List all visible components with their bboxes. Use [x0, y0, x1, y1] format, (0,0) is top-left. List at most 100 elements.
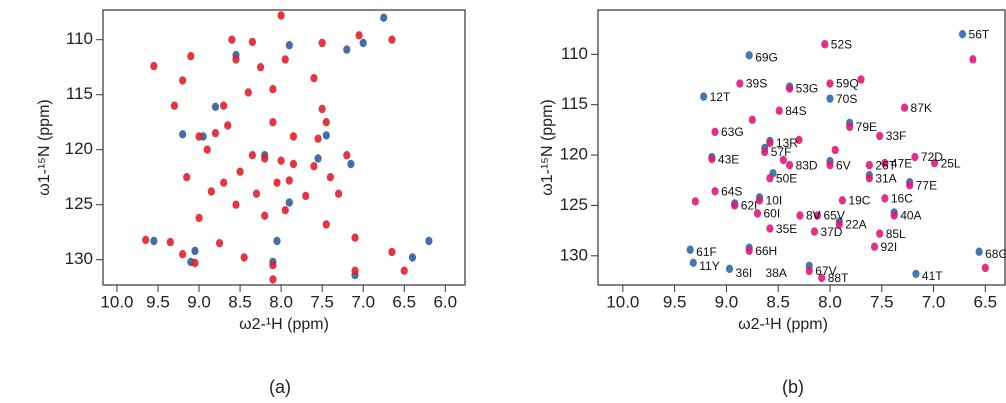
peak-label: 13R: [776, 136, 798, 150]
peak: [731, 201, 739, 210]
peak-label: 38A: [766, 266, 787, 280]
y-tick-label: 130: [560, 245, 588, 264]
peak-label: 69G: [755, 51, 778, 65]
peak: [269, 85, 277, 94]
peak: [240, 253, 248, 262]
peak: [343, 45, 351, 54]
peak: [900, 103, 909, 112]
peak-label: 61F: [696, 245, 717, 259]
peak: [314, 154, 322, 163]
peak: [761, 147, 769, 157]
peak: [248, 37, 256, 47]
peak: [351, 233, 359, 242]
peak: [285, 176, 293, 185]
peak-label: 16C: [891, 192, 913, 206]
peak: [813, 211, 822, 220]
caption: (a): [269, 377, 291, 397]
peak: [753, 209, 762, 218]
peak: [302, 191, 310, 201]
peak-label: 85L: [886, 227, 906, 241]
peak: [689, 258, 697, 268]
peak-label: 56T: [969, 27, 990, 41]
peak: [289, 159, 298, 169]
x-tick-label: 9.0: [715, 292, 739, 311]
peak-label: 37D: [820, 225, 842, 239]
peak: [930, 158, 939, 168]
peak-label: 67V: [815, 264, 836, 278]
x-tick-label: 6.5: [974, 292, 998, 311]
peak: [911, 152, 919, 162]
peak: [355, 31, 363, 40]
x-tick-label: 8.0: [269, 292, 293, 311]
peak: [857, 75, 865, 84]
peak: [870, 242, 879, 251]
peak: [261, 154, 269, 163]
peak-label: 57F: [771, 145, 792, 159]
y-tick-label: 110: [66, 29, 93, 48]
peak-label: 6V: [836, 158, 851, 172]
x-tick-label: 9.5: [663, 292, 687, 311]
peak: [700, 92, 708, 101]
peak: [838, 196, 847, 205]
peak-label: 64S: [721, 184, 742, 198]
peak: [686, 245, 694, 254]
peak: [310, 74, 318, 83]
peak: [191, 258, 199, 268]
peak-label: 12T: [710, 90, 731, 104]
peak-label: 79E: [856, 120, 877, 134]
peak: [220, 101, 228, 110]
peak: [326, 173, 334, 182]
peak: [289, 132, 298, 141]
peak: [236, 167, 244, 176]
peak-label: 63G: [721, 125, 744, 139]
peak: [826, 94, 834, 103]
peak-label: 8V: [806, 209, 821, 223]
peak-label: 52S: [831, 37, 852, 51]
peak: [170, 101, 179, 110]
peak: [745, 246, 753, 255]
peak: [211, 129, 220, 138]
peak: [232, 200, 240, 209]
y-tick-label: 120: [65, 139, 93, 158]
peak: [191, 246, 199, 256]
peak: [826, 79, 834, 88]
peak: [795, 135, 803, 145]
peak: [865, 160, 873, 170]
peak: [322, 220, 330, 229]
x-tick-label: 10.0: [100, 292, 133, 311]
peak: [179, 250, 187, 259]
peak: [785, 160, 794, 170]
peak: [269, 261, 277, 270]
y-tick-label: 125: [560, 195, 588, 214]
peak-label: 36I: [736, 266, 753, 280]
y-tick-label: 115: [66, 84, 93, 103]
peak: [285, 41, 293, 50]
x-tick-label: 6.0: [433, 292, 457, 311]
peak: [150, 236, 158, 246]
x-tick-label: 7.0: [922, 292, 946, 311]
peak: [881, 194, 889, 203]
peak-label: 50E: [776, 171, 797, 185]
peak: [215, 239, 224, 248]
peak: [745, 51, 753, 60]
peak: [179, 130, 187, 139]
peak-label: 83D: [796, 158, 818, 172]
y-tick-label: 120: [560, 145, 588, 164]
peak: [261, 211, 269, 220]
y-axis-label: ω1-¹⁵N (ppm): [539, 99, 556, 195]
peak: [277, 156, 285, 165]
peak: [207, 187, 215, 196]
peak: [846, 122, 854, 132]
peak: [322, 131, 330, 140]
peak-label: 60I: [763, 207, 780, 221]
peak: [281, 206, 289, 215]
peak-label: 66H: [755, 244, 777, 258]
peak: [981, 263, 989, 273]
peak: [334, 189, 343, 198]
peak: [408, 253, 417, 262]
peak-label: 70S: [836, 92, 857, 106]
peak-label: 77E: [916, 178, 937, 192]
peak: [775, 106, 783, 115]
peak-label: 40A: [900, 209, 921, 223]
